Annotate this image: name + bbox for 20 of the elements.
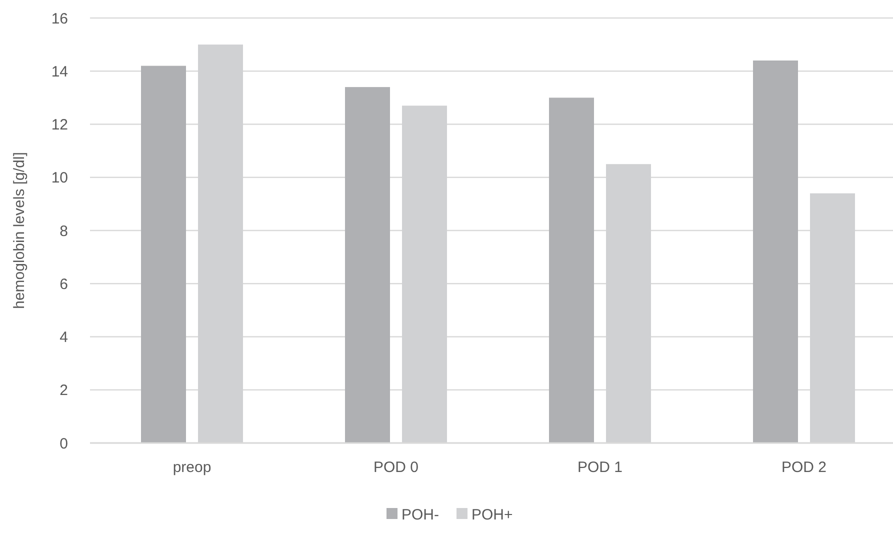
y-tick-label: 6	[60, 276, 68, 293]
y-tick-label: 16	[51, 10, 68, 28]
y-axis-title: hemoglobin levels [g/dl]	[11, 152, 28, 309]
y-tick-label: 12	[51, 116, 68, 134]
y-tick-label: 0	[60, 435, 68, 452]
x-tick-label: POD 1	[577, 459, 623, 476]
y-tick-label: 4	[60, 329, 68, 346]
legend-label: POH-	[402, 506, 440, 524]
y-tick-label: 14	[51, 63, 68, 80]
bar	[549, 98, 594, 443]
x-tick-label: POD 2	[781, 459, 827, 476]
y-tick-label: 8	[60, 222, 68, 240]
y-tick-label: 2	[60, 382, 68, 400]
legend-label: POH+	[472, 506, 514, 524]
bar	[753, 60, 798, 443]
x-tick-label: POD 0	[373, 459, 419, 476]
bar	[141, 66, 186, 443]
y-tick-label: 10	[51, 170, 68, 187]
x-tick-label: preop	[172, 459, 212, 476]
bar	[345, 87, 390, 443]
